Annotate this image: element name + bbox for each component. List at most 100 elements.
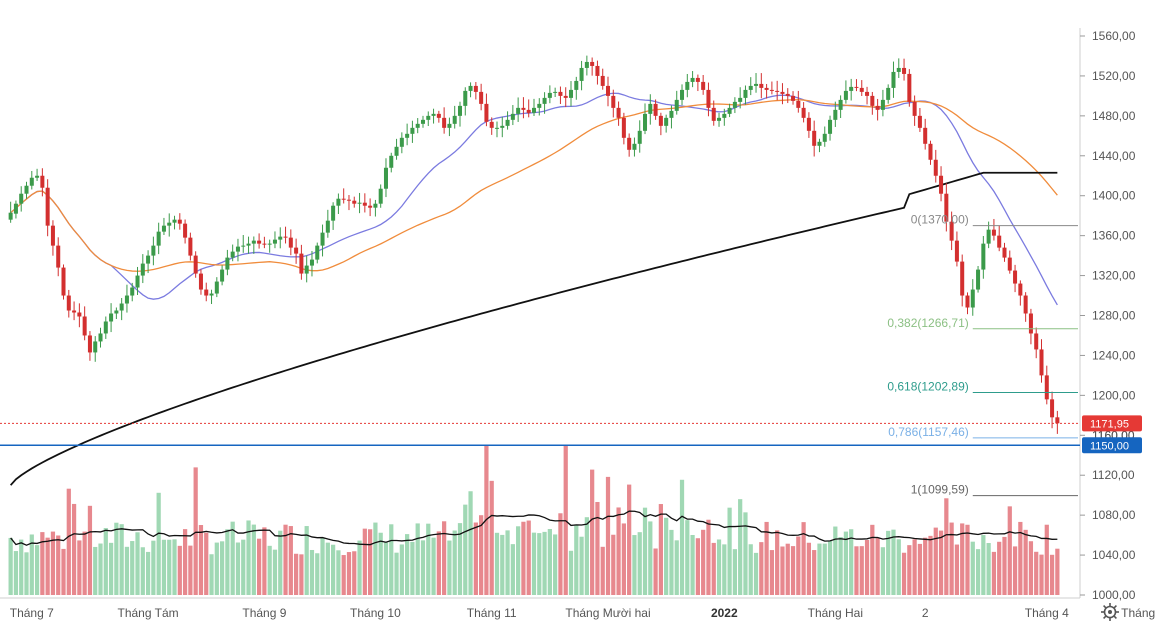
volume-bar: [769, 550, 775, 595]
volume-bar: [605, 476, 611, 595]
volume-bar: [50, 531, 56, 595]
candle-body: [151, 245, 156, 256]
candle-body: [680, 89, 685, 100]
candle-body: [436, 113, 441, 118]
volume-bar: [167, 539, 172, 595]
volume-bar: [362, 528, 367, 595]
candle-body: [954, 240, 959, 262]
volume-bar: [833, 526, 838, 595]
volume-bar: [288, 526, 293, 595]
candle-body: [907, 73, 912, 102]
volume-bar: [66, 488, 71, 595]
candle-body: [93, 341, 98, 353]
candle-body: [690, 77, 695, 82]
fibonacci-level-label: 1(1099,59): [911, 483, 969, 497]
volume-bar: [912, 539, 917, 595]
candle-body: [251, 240, 256, 244]
volume-bar: [378, 532, 383, 595]
candle-body: [833, 109, 838, 120]
volume-bar: [933, 527, 938, 595]
volume-bar: [336, 550, 341, 595]
candle-body: [558, 91, 563, 96]
candle-body: [817, 141, 822, 146]
x-axis[interactable]: Tháng 7 Tháng Tám Tháng 9 Tháng 10 Tháng 11 T…: [10, 606, 1155, 620]
candle-body: [415, 123, 420, 128]
candle-body: [732, 101, 737, 108]
volume-bar: [145, 551, 151, 595]
candle-body: [130, 287, 135, 296]
y-axis[interactable]: 1560,00 1520,00 1480,00 1440,00 1400,00 1360,…: [0, 28, 1136, 602]
candle-body: [510, 113, 515, 120]
volume-bar: [346, 552, 352, 595]
volume-bar: [320, 538, 325, 595]
candle-body: [225, 257, 230, 270]
x-tick-label: Tháng 11: [467, 606, 517, 620]
candle-body: [875, 105, 880, 110]
volume-bar: [309, 549, 315, 595]
candle-body: [521, 107, 526, 110]
candle-body: [272, 239, 277, 244]
candle-body: [902, 67, 907, 74]
volume-bar: [383, 542, 389, 595]
candle-body: [769, 89, 774, 91]
volume-bar: [584, 517, 589, 595]
candle-body: [669, 110, 674, 118]
volume-bar: [1039, 554, 1044, 595]
candle-body: [865, 91, 870, 96]
volume-bar: [917, 543, 923, 595]
candle-body: [161, 225, 166, 232]
y-tick-label: 1520,00: [1092, 69, 1136, 83]
volume-bar: [19, 539, 24, 595]
volume-bar: [394, 552, 399, 595]
candle-body: [484, 103, 489, 122]
volume-bar: [24, 552, 29, 595]
volume-bar: [658, 504, 663, 595]
gear-icon[interactable]: [1101, 603, 1119, 621]
volume-bar: [716, 539, 722, 595]
volume-bar: [299, 554, 304, 595]
volume-bar: [738, 499, 743, 595]
candle-body: [997, 235, 1002, 248]
volume-bar: [357, 540, 362, 595]
candle-body: [383, 167, 388, 189]
candle-body: [24, 185, 29, 194]
volume-bar: [743, 512, 748, 595]
candle-body: [35, 175, 40, 178]
volume-bar: [949, 522, 954, 595]
candle-body: [352, 200, 357, 204]
candle-body: [632, 143, 637, 150]
support-badge: [1082, 437, 1142, 454]
x-tick-label: Tháng Hai: [808, 606, 863, 620]
candle-body: [331, 205, 336, 221]
candle-body: [568, 89, 574, 98]
volume-bar: [981, 535, 986, 595]
candle-body: [828, 119, 833, 134]
candle-body: [917, 115, 922, 128]
candle-body: [775, 90, 780, 92]
volume-bar: [489, 480, 494, 595]
candle-body: [146, 255, 151, 264]
candle-body: [479, 91, 484, 104]
candle-body: [949, 221, 954, 241]
candle-body: [235, 246, 240, 252]
candle-body: [1039, 349, 1044, 376]
candle-body: [584, 61, 589, 68]
candle-body: [156, 231, 161, 246]
candle-body: [859, 87, 864, 92]
candle-body: [553, 91, 558, 93]
volume-bar: [727, 507, 732, 595]
candle-body: [13, 203, 18, 214]
candle-body: [960, 261, 965, 296]
candle-body: [939, 175, 944, 194]
candle-body: [50, 225, 55, 246]
candle-body: [976, 269, 981, 290]
candle-body: [188, 237, 193, 256]
candle-body: [294, 247, 299, 254]
volume-bar: [574, 524, 579, 595]
volume-bar: [838, 537, 843, 595]
candle-body: [410, 127, 415, 134]
candle-body: [754, 83, 759, 86]
fibonacci-level-label: 0,382(1266,71): [887, 316, 968, 330]
